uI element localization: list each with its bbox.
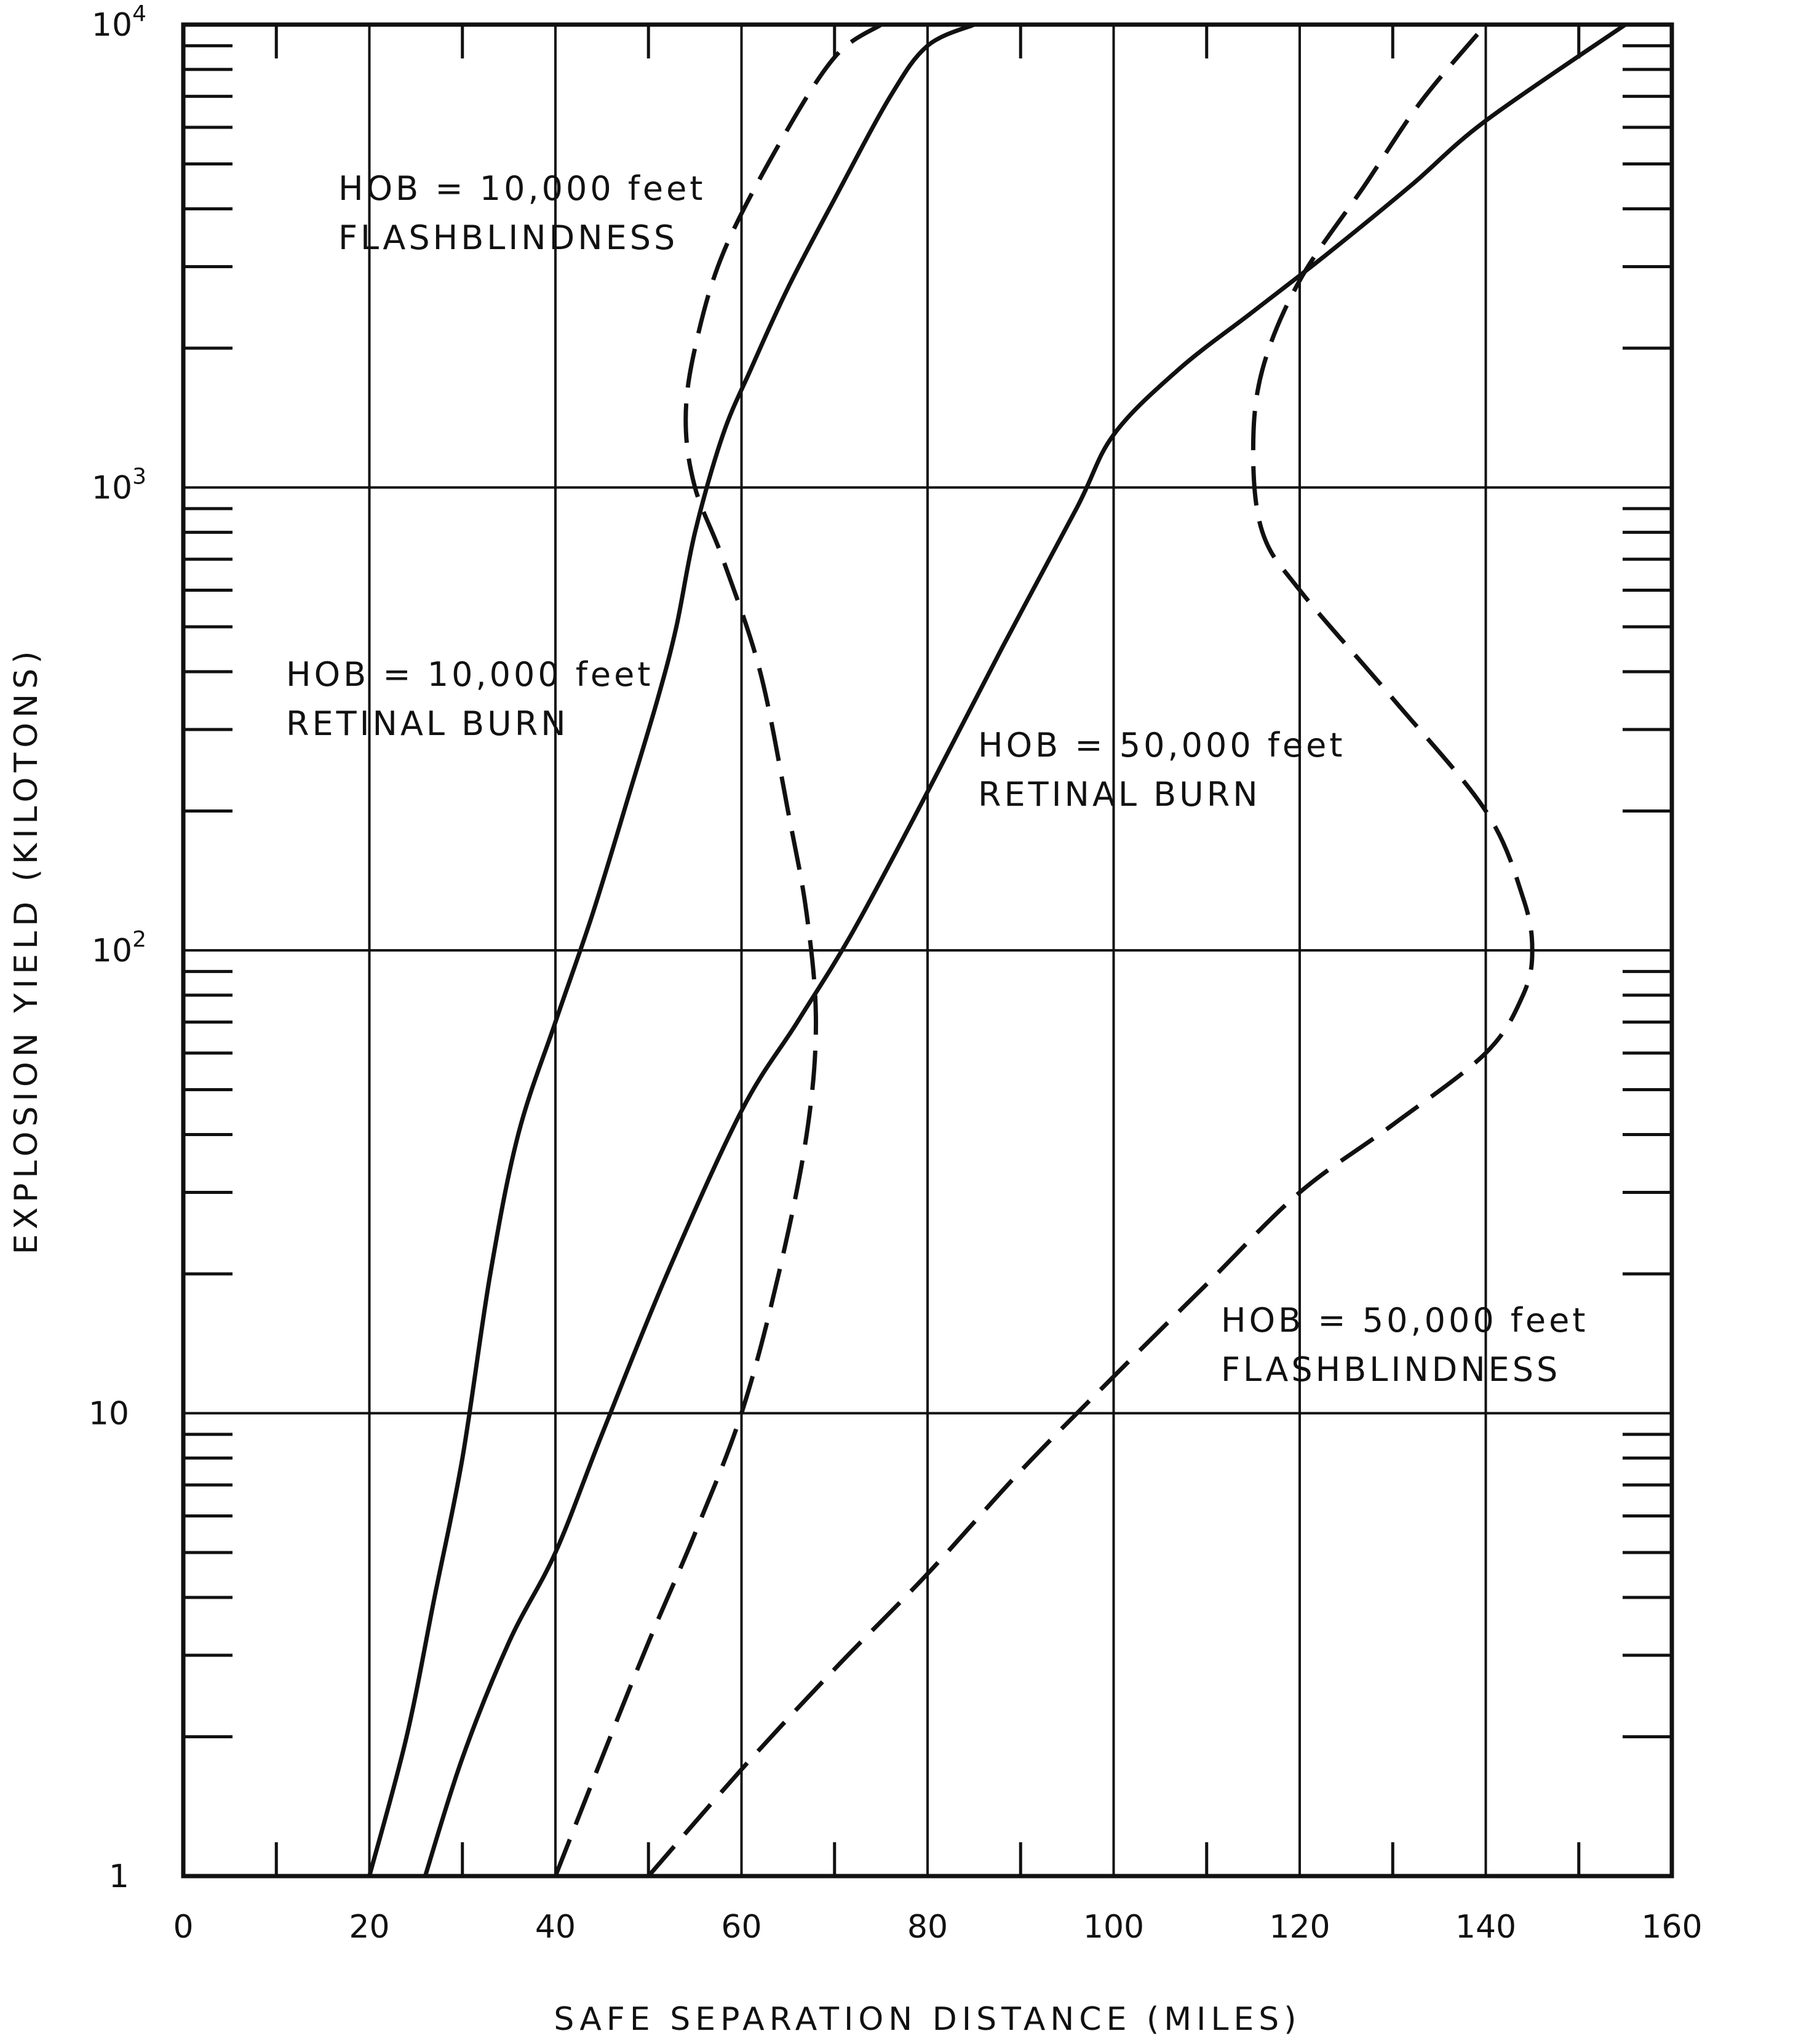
series-line-s2 bbox=[553, 23, 883, 1877]
annotation-line: RETINAL BURN bbox=[286, 704, 569, 743]
annotation-line: FLASHBLINDNESS bbox=[1221, 1350, 1560, 1389]
label-layer: 0 20 40 60 80 100 120 140 160 1 10 102 103 104 bbox=[89, 1, 1703, 1946]
annotation-line: HOB = 10,000 feet bbox=[338, 169, 706, 208]
y-axis-title: EXPLOSION YIELD (KILOTONS) bbox=[8, 646, 45, 1255]
annotation-hob-10000-retinal-burn: HOB = 10,000 feet RETINAL BURN bbox=[286, 655, 667, 743]
series-line-s4 bbox=[646, 23, 1535, 1878]
plot-frame bbox=[181, 22, 1674, 1879]
x-tick-label: 60 bbox=[721, 1909, 761, 1946]
y-tick-label: 102 bbox=[92, 927, 146, 969]
annotation-hob-50000-retinal-burn: HOB = 50,000 feet RETINAL BURN bbox=[978, 726, 1359, 814]
x-tick-label: 100 bbox=[1083, 1909, 1144, 1946]
x-axis-title: SAFE SEPARATION DISTANCE (MILES) bbox=[554, 2001, 1301, 2038]
grid-layer bbox=[183, 25, 1672, 1876]
x-tick-label: 160 bbox=[1641, 1909, 1702, 1946]
x-tick-label: 40 bbox=[535, 1909, 576, 1946]
x-tick-label: 140 bbox=[1455, 1909, 1516, 1946]
y-tick-label: 103 bbox=[92, 464, 146, 507]
annotation-line: HOB = 10,000 feet bbox=[286, 655, 653, 694]
y-tick-label: 104 bbox=[92, 1, 146, 44]
annotation-hob-10000-flashblindness: HOB = 10,000 feet FLASHBLINDNESS bbox=[338, 169, 720, 257]
y-tick-label: 1 bbox=[109, 1858, 129, 1895]
annotation-hob-50000-flashblindness: HOB = 50,000 feet FLASHBLINDNESS bbox=[1221, 1301, 1602, 1389]
x-tick-label: 0 bbox=[173, 1909, 193, 1946]
y-tick-label: 10 bbox=[89, 1396, 129, 1433]
annotation-line: HOB = 50,000 feet bbox=[978, 726, 1345, 765]
tick-layer bbox=[183, 25, 1672, 1876]
x-tick-label: 80 bbox=[907, 1909, 948, 1946]
annotation-line: FLASHBLINDNESS bbox=[338, 218, 678, 257]
annotation-line: RETINAL BURN bbox=[978, 775, 1261, 814]
annotation-line: HOB = 50,000 feet bbox=[1221, 1301, 1588, 1340]
x-tick-label: 120 bbox=[1269, 1909, 1330, 1946]
series-line-s1 bbox=[367, 22, 977, 1879]
series-line-s3 bbox=[423, 22, 1628, 1879]
series-layer bbox=[367, 22, 1628, 1879]
x-tick-label: 20 bbox=[349, 1909, 389, 1946]
